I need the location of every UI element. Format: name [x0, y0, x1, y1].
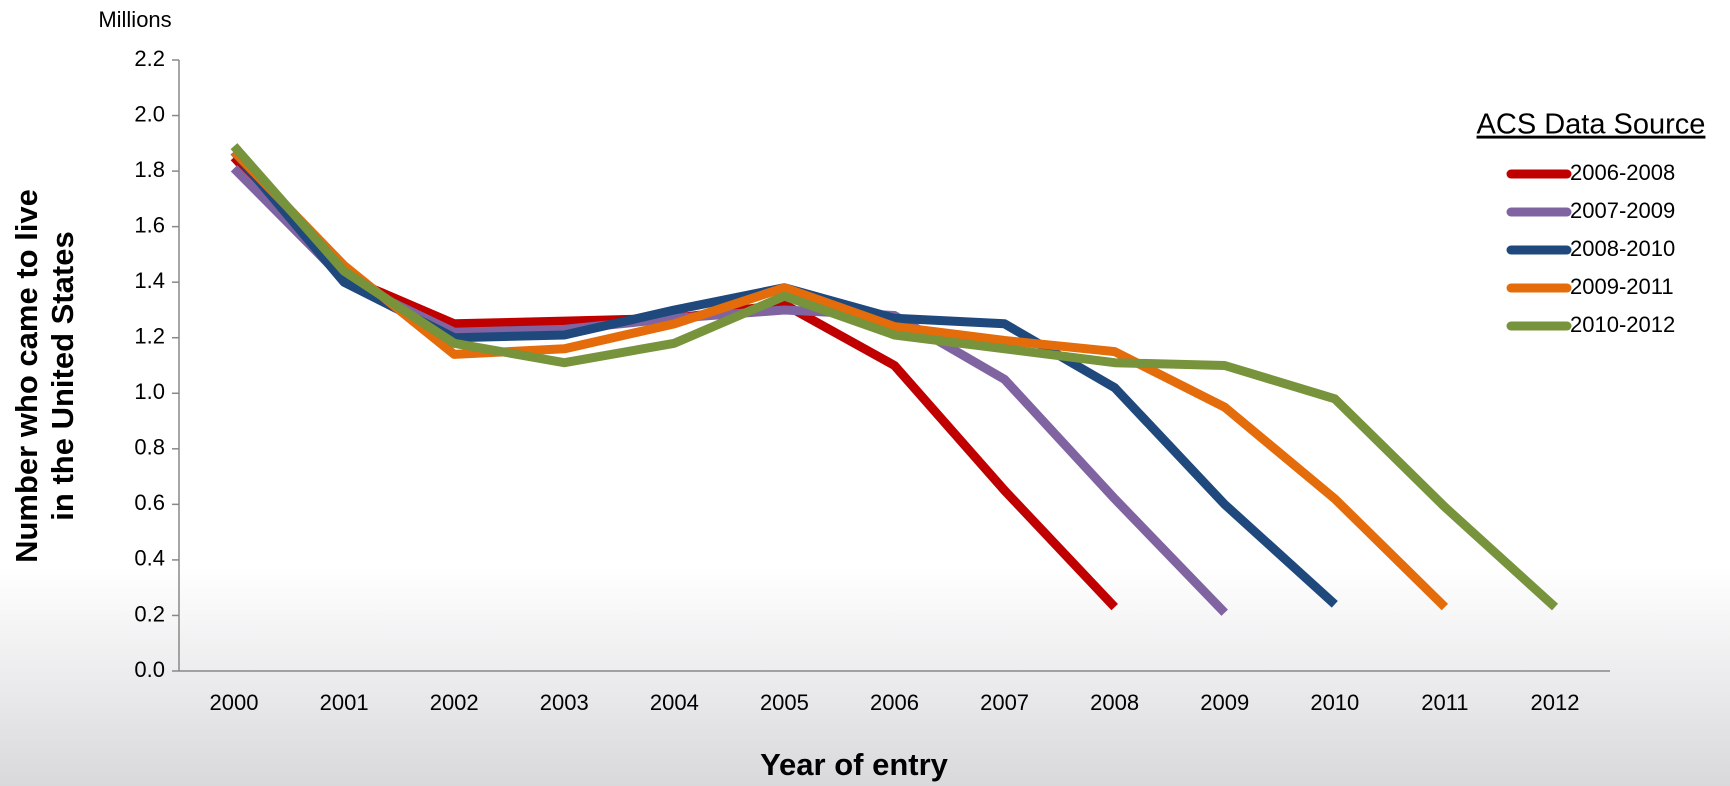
y-tick-label: 1.6 — [134, 212, 165, 237]
legend-label: 2008-2010 — [1570, 236, 1675, 261]
x-tick-label: 2004 — [650, 690, 699, 715]
series-line — [230, 148, 1449, 611]
x-tick-label: 2008 — [1090, 690, 1139, 715]
series-line — [230, 143, 1559, 611]
y-axis-title: Number who came to live in the United St… — [9, 189, 80, 563]
x-tick-label: 2007 — [980, 690, 1029, 715]
legend-title: ACS Data Source — [1477, 109, 1706, 141]
y-tick-label: 1.2 — [134, 324, 165, 349]
x-tick-label: 2012 — [1530, 690, 1579, 715]
y-tick-label: 0.0 — [134, 657, 165, 682]
legend-label: 2006-2008 — [1570, 160, 1675, 185]
x-tick-label: 2003 — [540, 690, 589, 715]
unit-label: Millions — [98, 7, 171, 32]
y-tick-label: 0.2 — [134, 601, 165, 626]
x-tick-label: 2006 — [870, 690, 919, 715]
y-tick-label: 1.8 — [134, 157, 165, 182]
y-tick-label: 0.4 — [134, 546, 165, 571]
x-tick-label: 2005 — [760, 690, 809, 715]
x-axis-title: Year of entry — [760, 747, 949, 782]
x-tick-label: 2002 — [430, 690, 479, 715]
y-tick-label: 1.0 — [134, 379, 165, 404]
y-axis-title-line: in the United States — [45, 231, 80, 520]
y-axis-title-line: Number who came to live — [9, 189, 44, 563]
legend-label: 2007-2009 — [1570, 198, 1675, 223]
y-tick-label: 0.6 — [134, 490, 165, 515]
y-tick-label: 1.4 — [134, 268, 165, 293]
legend-label: 2010-2012 — [1570, 312, 1675, 337]
x-tick-label: 2001 — [320, 690, 369, 715]
y-tick-label: 0.8 — [134, 435, 165, 460]
x-tick-label: 2011 — [1421, 690, 1468, 715]
y-tick-label: 2.2 — [134, 46, 165, 71]
y-tick-label: 2.0 — [134, 101, 165, 126]
x-tick-label: 2009 — [1200, 690, 1249, 715]
x-tick-label: 2010 — [1310, 690, 1359, 715]
x-tick-label: 2000 — [210, 690, 259, 715]
legend-label: 2009-2011 — [1570, 274, 1674, 299]
